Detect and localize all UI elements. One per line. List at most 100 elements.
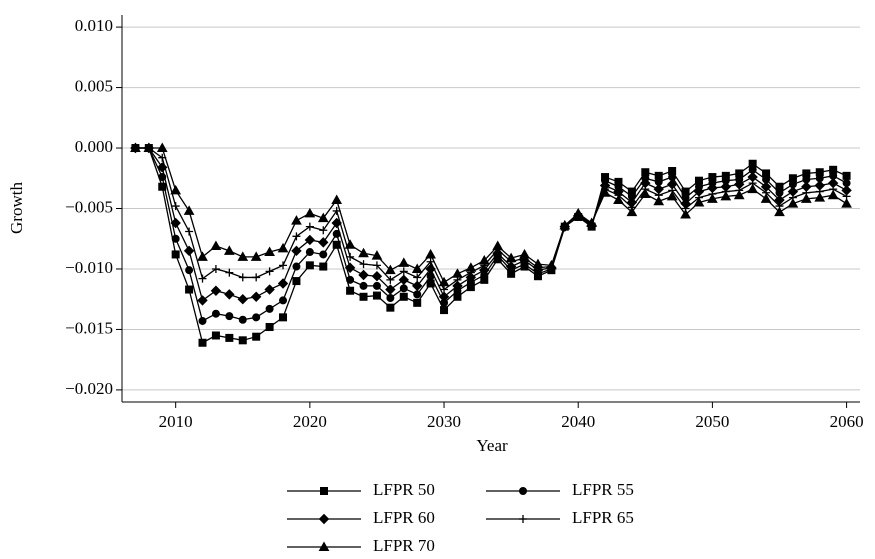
data-point — [157, 162, 168, 173]
data-point — [319, 250, 328, 259]
data-point — [317, 212, 329, 223]
data-point — [399, 284, 408, 293]
data-point — [385, 264, 396, 275]
data-point — [279, 313, 288, 322]
data-point — [680, 209, 691, 219]
legend-label: LFPR 50 — [373, 480, 435, 499]
x-axis-label: Year — [476, 436, 508, 455]
data-point — [639, 188, 651, 198]
data-point — [653, 195, 665, 206]
data-point — [171, 202, 180, 211]
data-point — [413, 273, 422, 282]
data-point — [399, 267, 408, 276]
data-point — [344, 262, 356, 273]
x-tick-label: 2010 — [159, 412, 193, 431]
data-point — [211, 309, 220, 318]
data-point — [143, 142, 155, 153]
legend-marker — [519, 515, 527, 523]
legend-marker — [519, 487, 527, 495]
data-point — [210, 285, 222, 296]
data-point — [733, 189, 745, 200]
data-point — [599, 187, 611, 197]
data-point — [827, 189, 839, 200]
data-point — [238, 273, 247, 282]
data-point — [479, 264, 490, 276]
data-point — [358, 247, 369, 258]
data-point — [198, 338, 207, 347]
data-point — [372, 261, 381, 270]
series-line — [135, 147, 847, 291]
data-point — [170, 217, 181, 229]
data-point — [372, 281, 381, 290]
x-tick-label: 2020 — [293, 412, 327, 431]
data-point — [346, 286, 355, 295]
data-point — [841, 198, 852, 208]
y-axis-label: Growth — [7, 182, 26, 234]
data-point — [319, 262, 328, 271]
data-point — [505, 252, 517, 263]
y-tick-label: 0.005 — [75, 76, 113, 95]
data-point — [707, 193, 718, 203]
y-tick-label: 0.000 — [75, 137, 113, 156]
data-point — [265, 304, 274, 313]
data-point — [252, 273, 261, 282]
data-point — [238, 315, 247, 324]
data-point — [438, 276, 450, 287]
legend-label: LFPR 65 — [572, 508, 634, 527]
data-point — [185, 266, 194, 275]
data-point — [626, 206, 638, 217]
data-point — [346, 252, 355, 261]
data-point — [693, 196, 705, 207]
data-point — [224, 289, 235, 300]
legend-marker — [318, 513, 330, 525]
data-point — [156, 142, 168, 153]
y-tick-label: 0.010 — [75, 16, 113, 35]
data-point — [465, 262, 477, 272]
data-point — [559, 219, 571, 230]
data-point — [185, 285, 194, 294]
data-point — [305, 222, 314, 231]
data-point — [413, 298, 422, 307]
data-point — [225, 268, 234, 277]
data-point — [760, 193, 772, 203]
legend-marker — [320, 487, 328, 495]
data-point — [720, 190, 732, 201]
data-point — [279, 261, 288, 270]
data-point — [198, 316, 207, 325]
data-point — [519, 248, 530, 259]
data-point — [292, 262, 301, 271]
data-point — [386, 293, 395, 302]
data-point — [452, 280, 463, 292]
data-point — [197, 295, 208, 306]
data-point — [438, 291, 450, 302]
y-tick-label: −0.010 — [65, 258, 113, 277]
data-point — [171, 250, 180, 259]
data-point — [371, 250, 383, 260]
data-point — [331, 194, 343, 205]
data-point — [814, 192, 826, 202]
data-point — [747, 183, 759, 194]
data-point — [279, 296, 288, 305]
data-point — [399, 292, 408, 301]
y-tick-label: −0.020 — [65, 379, 113, 398]
data-point — [238, 336, 247, 345]
data-point — [264, 284, 275, 295]
data-point — [613, 194, 624, 205]
data-point — [800, 193, 812, 203]
data-point — [440, 285, 449, 294]
data-point — [398, 274, 409, 286]
data-point — [185, 227, 194, 236]
data-point — [265, 323, 274, 332]
data-point — [304, 207, 316, 218]
data-point — [319, 226, 328, 235]
data-point — [277, 278, 289, 289]
data-point — [237, 251, 249, 261]
data-point — [197, 251, 208, 261]
data-point — [292, 232, 301, 241]
legend-label: LFPR 60 — [373, 508, 435, 527]
data-point — [305, 261, 314, 270]
data-point — [666, 190, 678, 201]
legend-marker — [318, 541, 330, 551]
data-point — [478, 254, 490, 265]
